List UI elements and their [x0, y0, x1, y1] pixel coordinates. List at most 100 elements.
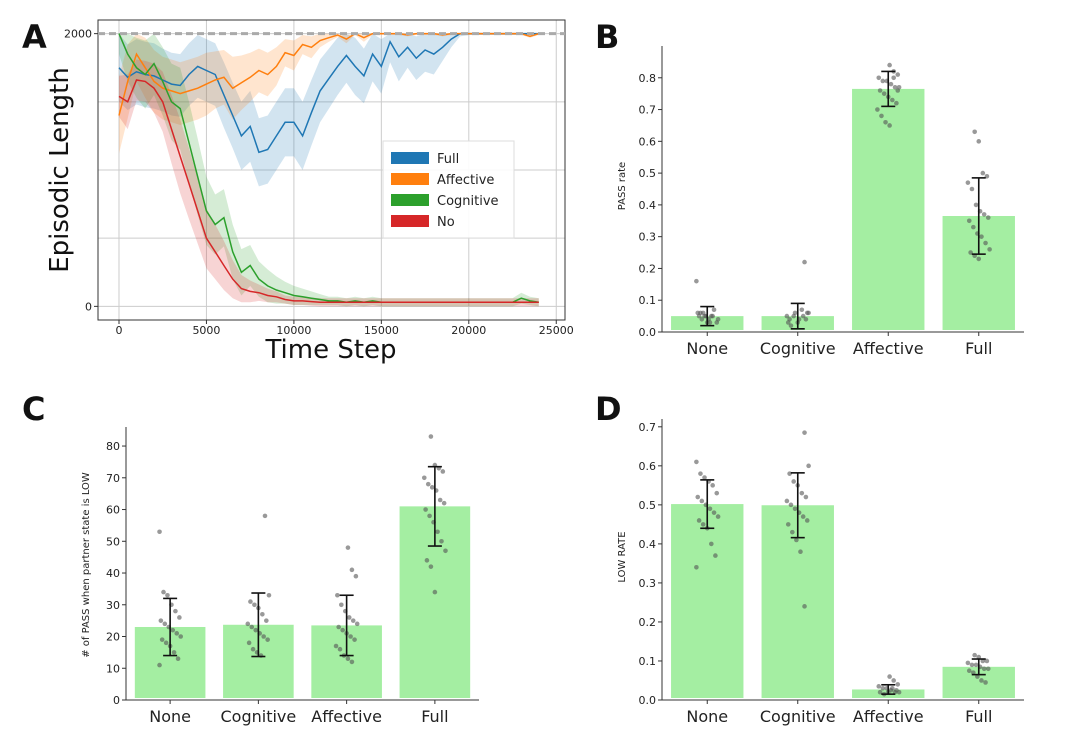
- data-point: [800, 313, 806, 319]
- y-tick-label: 0.5: [639, 167, 657, 180]
- x-tick-label: 15000: [364, 324, 399, 337]
- data-point: [354, 621, 360, 627]
- data-point: [250, 646, 256, 652]
- data-point: [877, 88, 883, 93]
- data-point: [348, 634, 353, 639]
- data-point: [421, 475, 427, 481]
- data-point: [245, 621, 251, 627]
- data-point: [879, 113, 884, 119]
- data-point: [429, 485, 435, 490]
- data-point: [249, 624, 255, 630]
- bar-none: [671, 504, 744, 698]
- data-point: [440, 469, 446, 474]
- data-point: [981, 212, 987, 217]
- data-point: [157, 662, 162, 668]
- data-point: [700, 310, 706, 316]
- legend-label-no: No: [437, 215, 455, 230]
- data-point: [971, 670, 976, 675]
- data-point: [432, 589, 438, 595]
- data-point: [983, 680, 988, 685]
- y-tick-label: 0.0: [639, 326, 657, 339]
- data-point: [890, 97, 895, 103]
- data-point: [785, 522, 791, 527]
- data-point: [711, 510, 717, 515]
- category-label-full: Full: [965, 339, 992, 358]
- data-point: [161, 589, 166, 595]
- y-tick-label: 0.7: [639, 421, 657, 434]
- data-point: [345, 656, 351, 662]
- data-point: [980, 658, 986, 664]
- data-point: [802, 259, 807, 265]
- data-point: [804, 310, 810, 316]
- series-line-affective: [118, 32, 540, 116]
- data-point: [158, 618, 164, 623]
- data-point: [880, 685, 886, 691]
- data-point: [709, 313, 714, 319]
- y-tick-label: 0.2: [639, 262, 657, 275]
- panel-b-bar-chart: 0.0 0.1 0.2 0.3 0.4 0.5 0.6 0.7 0.8 None Cognitive…: [639, 46, 1024, 358]
- y-tick-label: 0.5: [639, 499, 657, 512]
- data-point: [784, 313, 790, 319]
- data-point: [987, 247, 992, 252]
- y-tick-label: 2000: [64, 28, 92, 41]
- category-label-affective: Affective: [853, 339, 924, 358]
- data-point: [437, 497, 443, 503]
- band-affective: [119, 33, 539, 154]
- data-point: [976, 654, 982, 660]
- data-point: [985, 666, 991, 672]
- data-point: [800, 514, 806, 519]
- data-point: [700, 522, 706, 527]
- panel-a-x-axis-title: Time Step: [264, 335, 396, 365]
- data-point: [696, 518, 702, 523]
- data-point: [159, 637, 165, 642]
- band-cognitive: [119, 33, 539, 307]
- x-tick-label: 20000: [451, 324, 486, 337]
- data-point: [894, 687, 899, 693]
- data-point: [887, 674, 892, 679]
- data-point: [880, 78, 886, 84]
- y-tick-label: 0.4: [639, 538, 657, 551]
- panel-label-d: D: [595, 390, 622, 428]
- y-tick-label: 0: [85, 300, 92, 313]
- data-point: [349, 659, 355, 665]
- y-tick-label: 30: [106, 599, 120, 612]
- data-point: [981, 666, 987, 672]
- panel-a-legend: Full Affective Cognitive No: [382, 140, 515, 239]
- data-point: [976, 139, 982, 144]
- data-point: [246, 640, 252, 646]
- category-label-cognitive: Cognitive: [221, 707, 297, 726]
- data-point: [248, 599, 253, 604]
- y-tick-label: 0.0: [639, 694, 657, 707]
- data-point: [895, 88, 901, 93]
- data-point: [804, 518, 810, 523]
- data-point: [352, 637, 357, 642]
- data-point: [253, 627, 259, 633]
- data-point: [788, 323, 794, 328]
- y-tick-label: 0.4: [639, 199, 657, 212]
- data-point: [803, 316, 809, 322]
- data-point: [895, 72, 901, 77]
- y-tick-label: 0: [113, 694, 120, 707]
- legend-swatch-full: [391, 152, 429, 164]
- data-point: [424, 558, 430, 563]
- y-tick-label: 0.7: [639, 104, 657, 117]
- panel-label-a: A: [22, 18, 47, 56]
- panel-b-y-axis-title: PASS rate: [617, 162, 628, 210]
- data-point: [174, 631, 180, 636]
- data-point: [980, 170, 986, 176]
- data-point: [875, 107, 880, 112]
- data-point: [707, 506, 713, 512]
- y-tick-label: 0.6: [639, 135, 657, 148]
- data-point: [435, 529, 440, 535]
- data-point: [441, 500, 447, 506]
- data-point: [973, 662, 979, 668]
- y-tick-label: 20: [106, 631, 120, 644]
- data-point: [165, 592, 170, 598]
- data-point: [264, 618, 269, 623]
- data-point: [792, 506, 798, 512]
- data-point: [972, 652, 977, 658]
- data-point: [252, 602, 257, 608]
- y-tick-label: 50: [106, 535, 120, 548]
- data-point: [887, 62, 892, 68]
- y-tick-label: 0.1: [639, 655, 657, 668]
